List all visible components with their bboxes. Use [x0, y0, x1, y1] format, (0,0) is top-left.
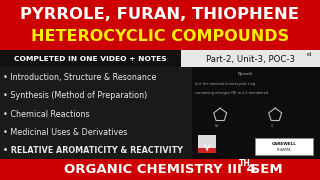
Text: NH: NH	[215, 124, 219, 128]
Text: CAREWELL: CAREWELL	[272, 142, 296, 146]
Text: containing nitrogen (N) in a 5-membered: containing nitrogen (N) in a 5-membered	[195, 91, 268, 95]
FancyBboxPatch shape	[0, 50, 181, 67]
Text: Is it the minimal heterocyclic ring: Is it the minimal heterocyclic ring	[195, 82, 255, 86]
FancyBboxPatch shape	[198, 135, 216, 148]
Text: O: O	[271, 124, 273, 128]
Text: • Synthesis (Method of Preparation): • Synthesis (Method of Preparation)	[3, 91, 148, 100]
FancyBboxPatch shape	[0, 0, 320, 50]
Text: • RELATIVE AROMATICITY & REACTIVITY: • RELATIVE AROMATICITY & REACTIVITY	[3, 147, 183, 156]
FancyBboxPatch shape	[192, 67, 320, 159]
FancyBboxPatch shape	[181, 50, 320, 67]
Text: Pyrrole: Pyrrole	[238, 72, 253, 76]
Text: SEM: SEM	[246, 163, 283, 176]
Text: HETEROCYCLIC COMPOUNDS: HETEROCYCLIC COMPOUNDS	[31, 29, 289, 44]
Text: • Chemical Reactions: • Chemical Reactions	[3, 110, 90, 119]
FancyBboxPatch shape	[0, 159, 320, 180]
Text: PHARMA: PHARMA	[277, 148, 291, 152]
Text: • Medicinal Uses & Derivatives: • Medicinal Uses & Derivatives	[3, 128, 128, 137]
Text: rd: rd	[307, 51, 312, 57]
Text: PYRROLE, FURAN, THIOPHENE: PYRROLE, FURAN, THIOPHENE	[20, 7, 300, 22]
Text: TH: TH	[238, 159, 250, 168]
Text: ORGANIC CHEMISTRY III 4: ORGANIC CHEMISTRY III 4	[64, 163, 256, 176]
Text: COMPLETED IN ONE VIDEO + NOTES: COMPLETED IN ONE VIDEO + NOTES	[14, 56, 167, 62]
FancyBboxPatch shape	[0, 67, 320, 159]
Text: • Introduction, Structure & Resonance: • Introduction, Structure & Resonance	[3, 73, 156, 82]
FancyBboxPatch shape	[255, 138, 313, 155]
FancyBboxPatch shape	[198, 148, 216, 153]
Text: Part-2, Unit-3, POC-3: Part-2, Unit-3, POC-3	[206, 55, 295, 64]
